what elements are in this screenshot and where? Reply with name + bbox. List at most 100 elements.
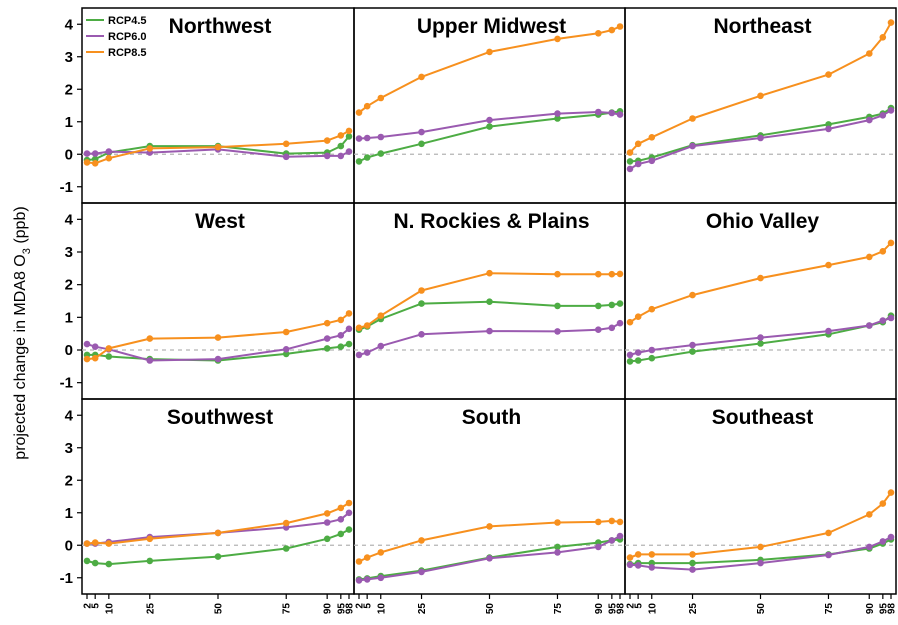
data-point xyxy=(486,116,493,124)
data-point xyxy=(282,328,290,336)
data-point xyxy=(648,134,656,141)
data-point xyxy=(648,551,656,558)
data-point xyxy=(879,317,887,324)
y-tick-label: 0 xyxy=(65,537,73,554)
data-point xyxy=(757,334,764,341)
x-tick-label: 75 xyxy=(824,603,835,615)
series-line xyxy=(358,25,621,114)
data-point xyxy=(105,154,113,162)
data-point xyxy=(648,305,656,313)
data-point xyxy=(418,300,425,307)
x-tick-label: 75 xyxy=(282,603,293,615)
x-tick-label: 98 xyxy=(345,603,356,615)
data-point xyxy=(595,543,602,551)
data-point xyxy=(825,71,832,78)
panel-northwest: Northwest xyxy=(81,7,355,204)
data-point xyxy=(105,148,113,155)
data-point xyxy=(345,133,353,140)
data-point xyxy=(634,551,642,558)
y-tick-label: 3 xyxy=(65,49,73,66)
data-point xyxy=(91,559,99,567)
data-point xyxy=(879,500,887,507)
panel-title: Northeast xyxy=(713,15,811,38)
x-tick-label: 50 xyxy=(756,603,767,615)
y-tick-label: 3 xyxy=(65,440,73,457)
data-point xyxy=(486,123,493,130)
data-point xyxy=(595,108,602,116)
series-rcp85 xyxy=(355,23,624,116)
data-point xyxy=(879,34,887,41)
data-point xyxy=(363,349,371,356)
data-point xyxy=(608,270,616,278)
y-axis-ticks: -1 0 1 2 3 4 -1 0 1 2 3 4 -1 0 1 2 3 4 xyxy=(60,16,82,587)
series-rcp85 xyxy=(626,489,895,561)
x-tick-label: 5 xyxy=(363,603,374,609)
data-point xyxy=(214,143,222,151)
data-point xyxy=(689,291,696,299)
y-axis-label: projected change in MDA8 O3 (ppb) xyxy=(12,206,33,459)
data-point xyxy=(91,354,99,362)
data-point xyxy=(825,551,832,559)
legend-item-rcp85: RCP8.5 xyxy=(86,47,147,59)
data-point xyxy=(634,140,642,148)
x-tick-label: 25 xyxy=(688,603,699,615)
y-axis-label-unit: (ppb) xyxy=(12,206,29,248)
data-point xyxy=(626,561,634,569)
data-point xyxy=(323,345,331,352)
x-tick-label: 2 xyxy=(626,603,637,609)
data-point xyxy=(757,340,764,347)
series-rcp85 xyxy=(83,499,353,547)
y-tick-label: 2 xyxy=(65,277,73,294)
data-point xyxy=(105,353,113,360)
data-point xyxy=(757,274,764,282)
data-point xyxy=(323,152,331,160)
data-point xyxy=(345,325,353,333)
x-tick-label: 90 xyxy=(865,603,876,615)
y-tick-label: 4 xyxy=(65,16,74,33)
data-point xyxy=(554,543,561,551)
y-ticks-row-1: -1 0 1 2 3 4 xyxy=(60,16,82,196)
data-point xyxy=(323,319,331,327)
data-point xyxy=(345,340,353,348)
x-tick-label: 25 xyxy=(417,603,428,615)
data-point xyxy=(879,112,887,119)
data-point xyxy=(323,335,331,342)
series-line xyxy=(86,502,350,545)
series-rcp60 xyxy=(626,533,895,573)
data-point xyxy=(83,355,91,363)
series-rcp60 xyxy=(355,319,624,359)
data-point xyxy=(363,102,371,110)
panel-ohio-valley: Ohio Valley xyxy=(624,202,897,400)
data-point xyxy=(486,555,493,562)
y-ticks-row-3: -1 0 1 2 3 4 xyxy=(60,407,82,587)
data-point xyxy=(418,537,425,544)
data-point xyxy=(418,73,425,81)
data-point xyxy=(345,526,353,533)
data-point xyxy=(648,354,656,362)
data-point xyxy=(689,348,696,355)
data-point xyxy=(608,109,616,117)
data-point xyxy=(337,504,345,512)
data-point xyxy=(626,351,634,359)
data-point xyxy=(83,150,91,157)
y-tick-label: 2 xyxy=(65,81,73,98)
panel-southeast: Southeast xyxy=(624,398,897,595)
data-point xyxy=(866,543,873,551)
data-point xyxy=(689,341,696,349)
data-point xyxy=(554,115,561,122)
y-tick-label: -1 xyxy=(60,570,73,587)
data-point xyxy=(323,519,331,526)
x-tick-label: 5 xyxy=(634,603,645,609)
data-point xyxy=(323,510,331,517)
x-tick-label: 90 xyxy=(323,603,334,615)
panel-southwest: Southwest xyxy=(81,398,355,595)
panel-title: Ohio Valley xyxy=(706,210,820,233)
data-point xyxy=(616,270,624,278)
data-point xyxy=(345,509,353,517)
data-point xyxy=(355,158,363,165)
data-point xyxy=(355,577,363,584)
data-point xyxy=(626,149,634,156)
data-point xyxy=(616,23,624,30)
legend-label: RCP6.0 xyxy=(108,31,147,43)
data-point xyxy=(418,140,425,148)
